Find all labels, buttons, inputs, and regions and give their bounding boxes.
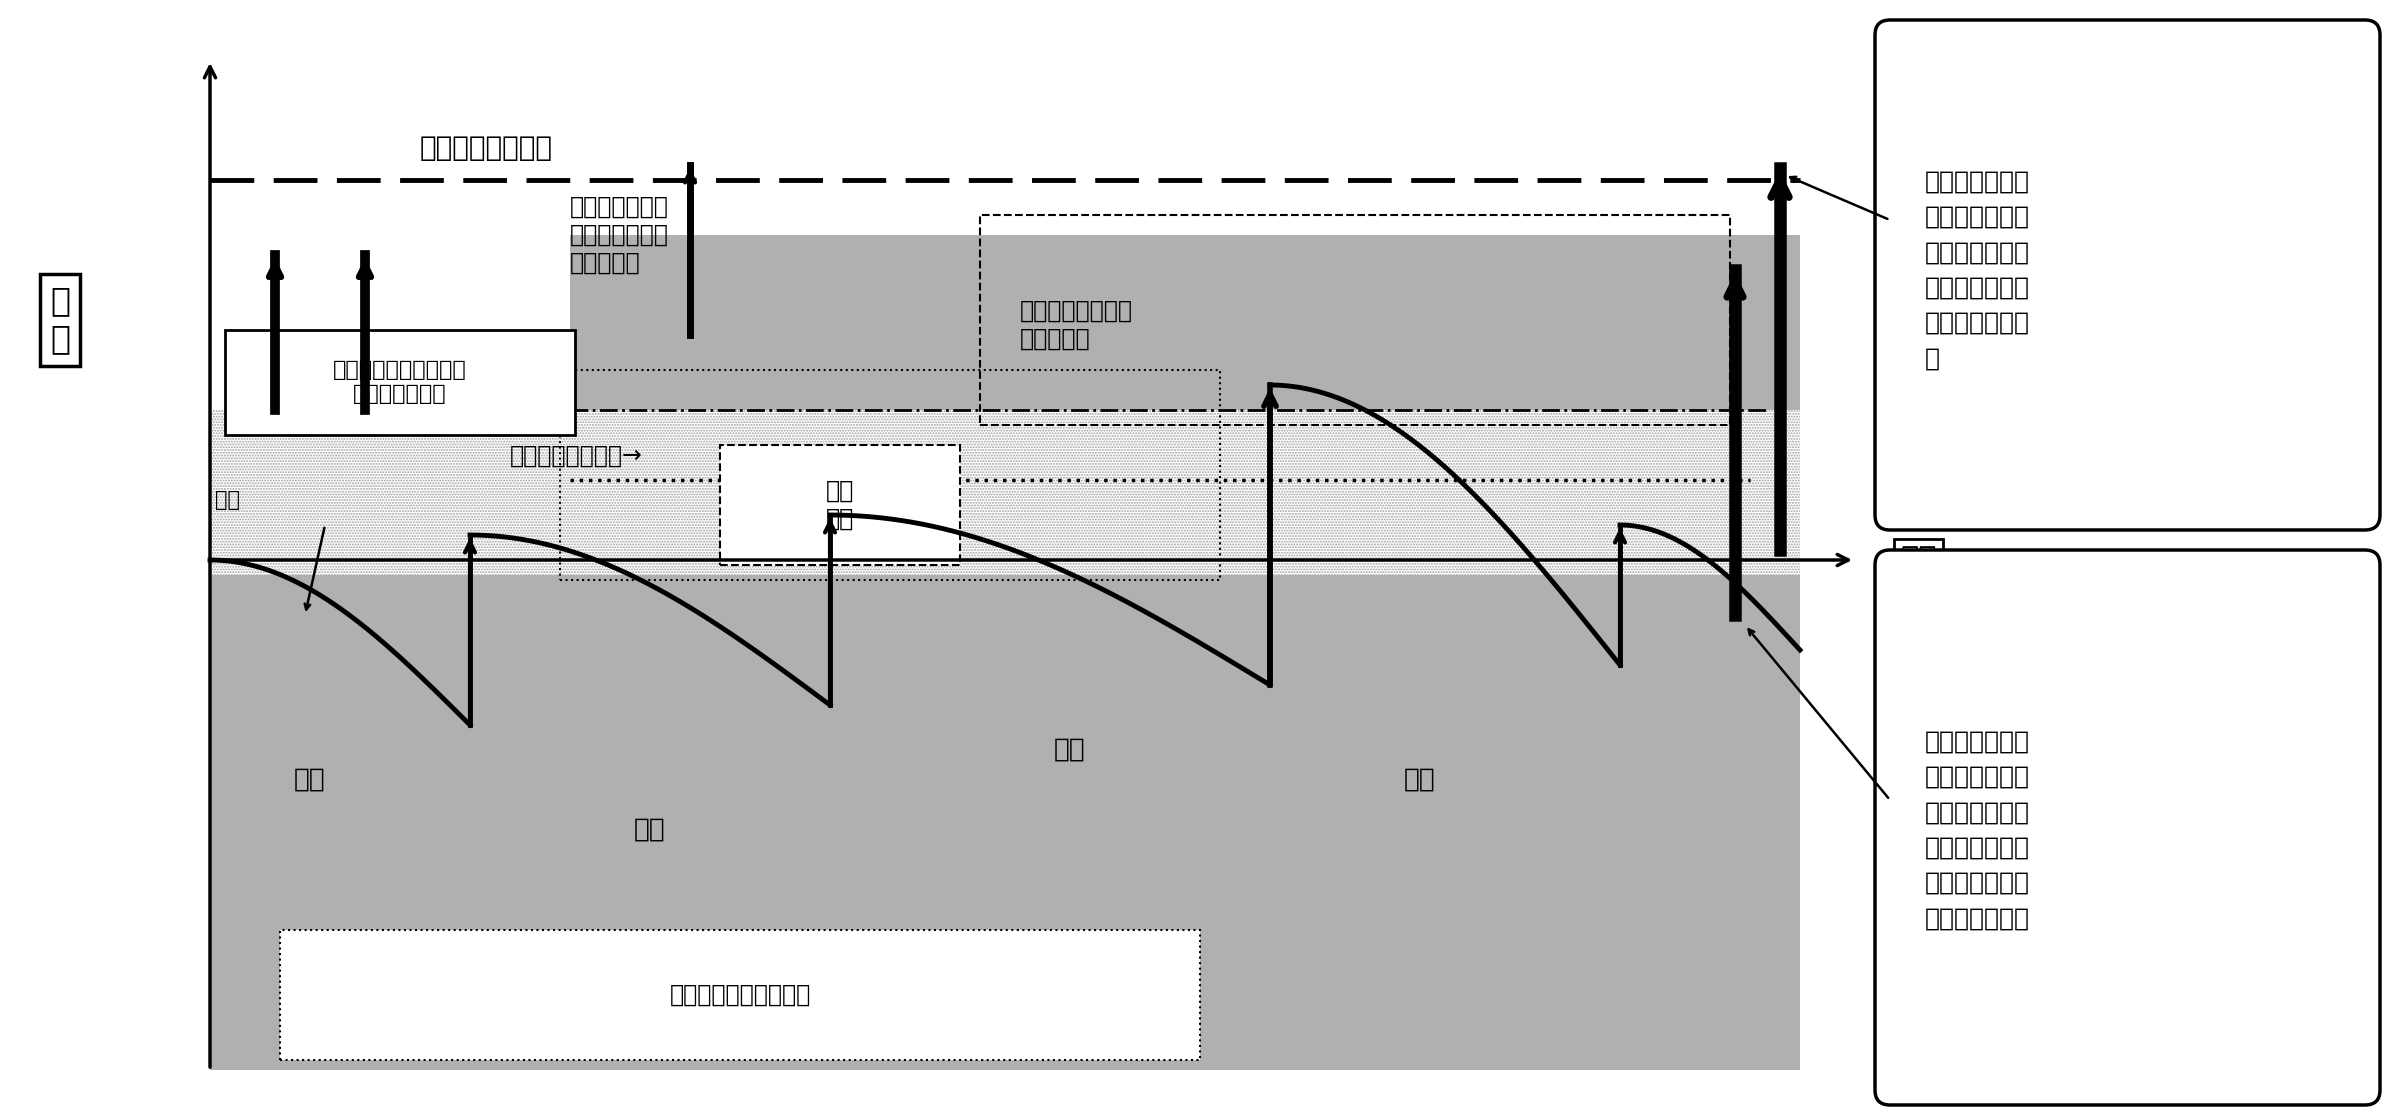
Text: 社会環境の変化
等により向上し
ていく水準: 社会環境の変化 等により向上し ていく水準: [571, 195, 669, 274]
Bar: [561, 370, 1220, 580]
Text: 関係法令（現在）→: 関係法令（現在）→: [511, 444, 642, 468]
Text: 初期
性能: 初期 性能: [826, 479, 855, 531]
Text: 経年: 経年: [1901, 545, 1937, 575]
Text: 保守: 保守: [635, 816, 666, 843]
Text: 居住性や設備等
の水準設定は区
分所有者の合意
により管理組合
で任意に決定す
る: 居住性や設備等 の水準設定は区 分所有者の合意 により管理組合 で任意に決定す …: [1925, 169, 2030, 371]
Text: 劣化: 劣化: [215, 491, 241, 510]
Bar: [210, 410, 1801, 575]
Text: 劣化等により安
全性の低下がみ
られ問題のある
場合には、その
安全性に係る項
目への対応は必: 劣化等により安 全性の低下がみ られ問題のある 場合には、その 安全性に係る項 …: [1925, 729, 2030, 931]
Bar: [210, 410, 1801, 575]
Bar: [721, 445, 960, 564]
Text: 社会の変化等により向
上していく水準: 社会の変化等により向 上していく水準: [332, 361, 468, 403]
Text: 修繕: 修繕: [1053, 737, 1087, 763]
FancyBboxPatch shape: [1875, 20, 2381, 530]
Text: 保守: 保守: [1404, 767, 1435, 793]
FancyBboxPatch shape: [1875, 550, 2381, 1105]
Text: 今日の一般的水準: 今日の一般的水準: [420, 134, 554, 162]
Text: 建設技術・材料開
発等の進展: 建設技術・材料開 発等の進展: [1020, 299, 1132, 351]
Text: 性
能: 性 能: [50, 284, 69, 356]
Bar: [571, 235, 1801, 410]
Text: 保守: 保守: [294, 767, 325, 793]
Bar: [210, 575, 1801, 1070]
Bar: [979, 215, 1729, 424]
Bar: [224, 330, 576, 435]
Text: 関係法令（建設当時）: 関係法令（建設当時）: [669, 983, 810, 1007]
Bar: [279, 930, 1201, 1060]
